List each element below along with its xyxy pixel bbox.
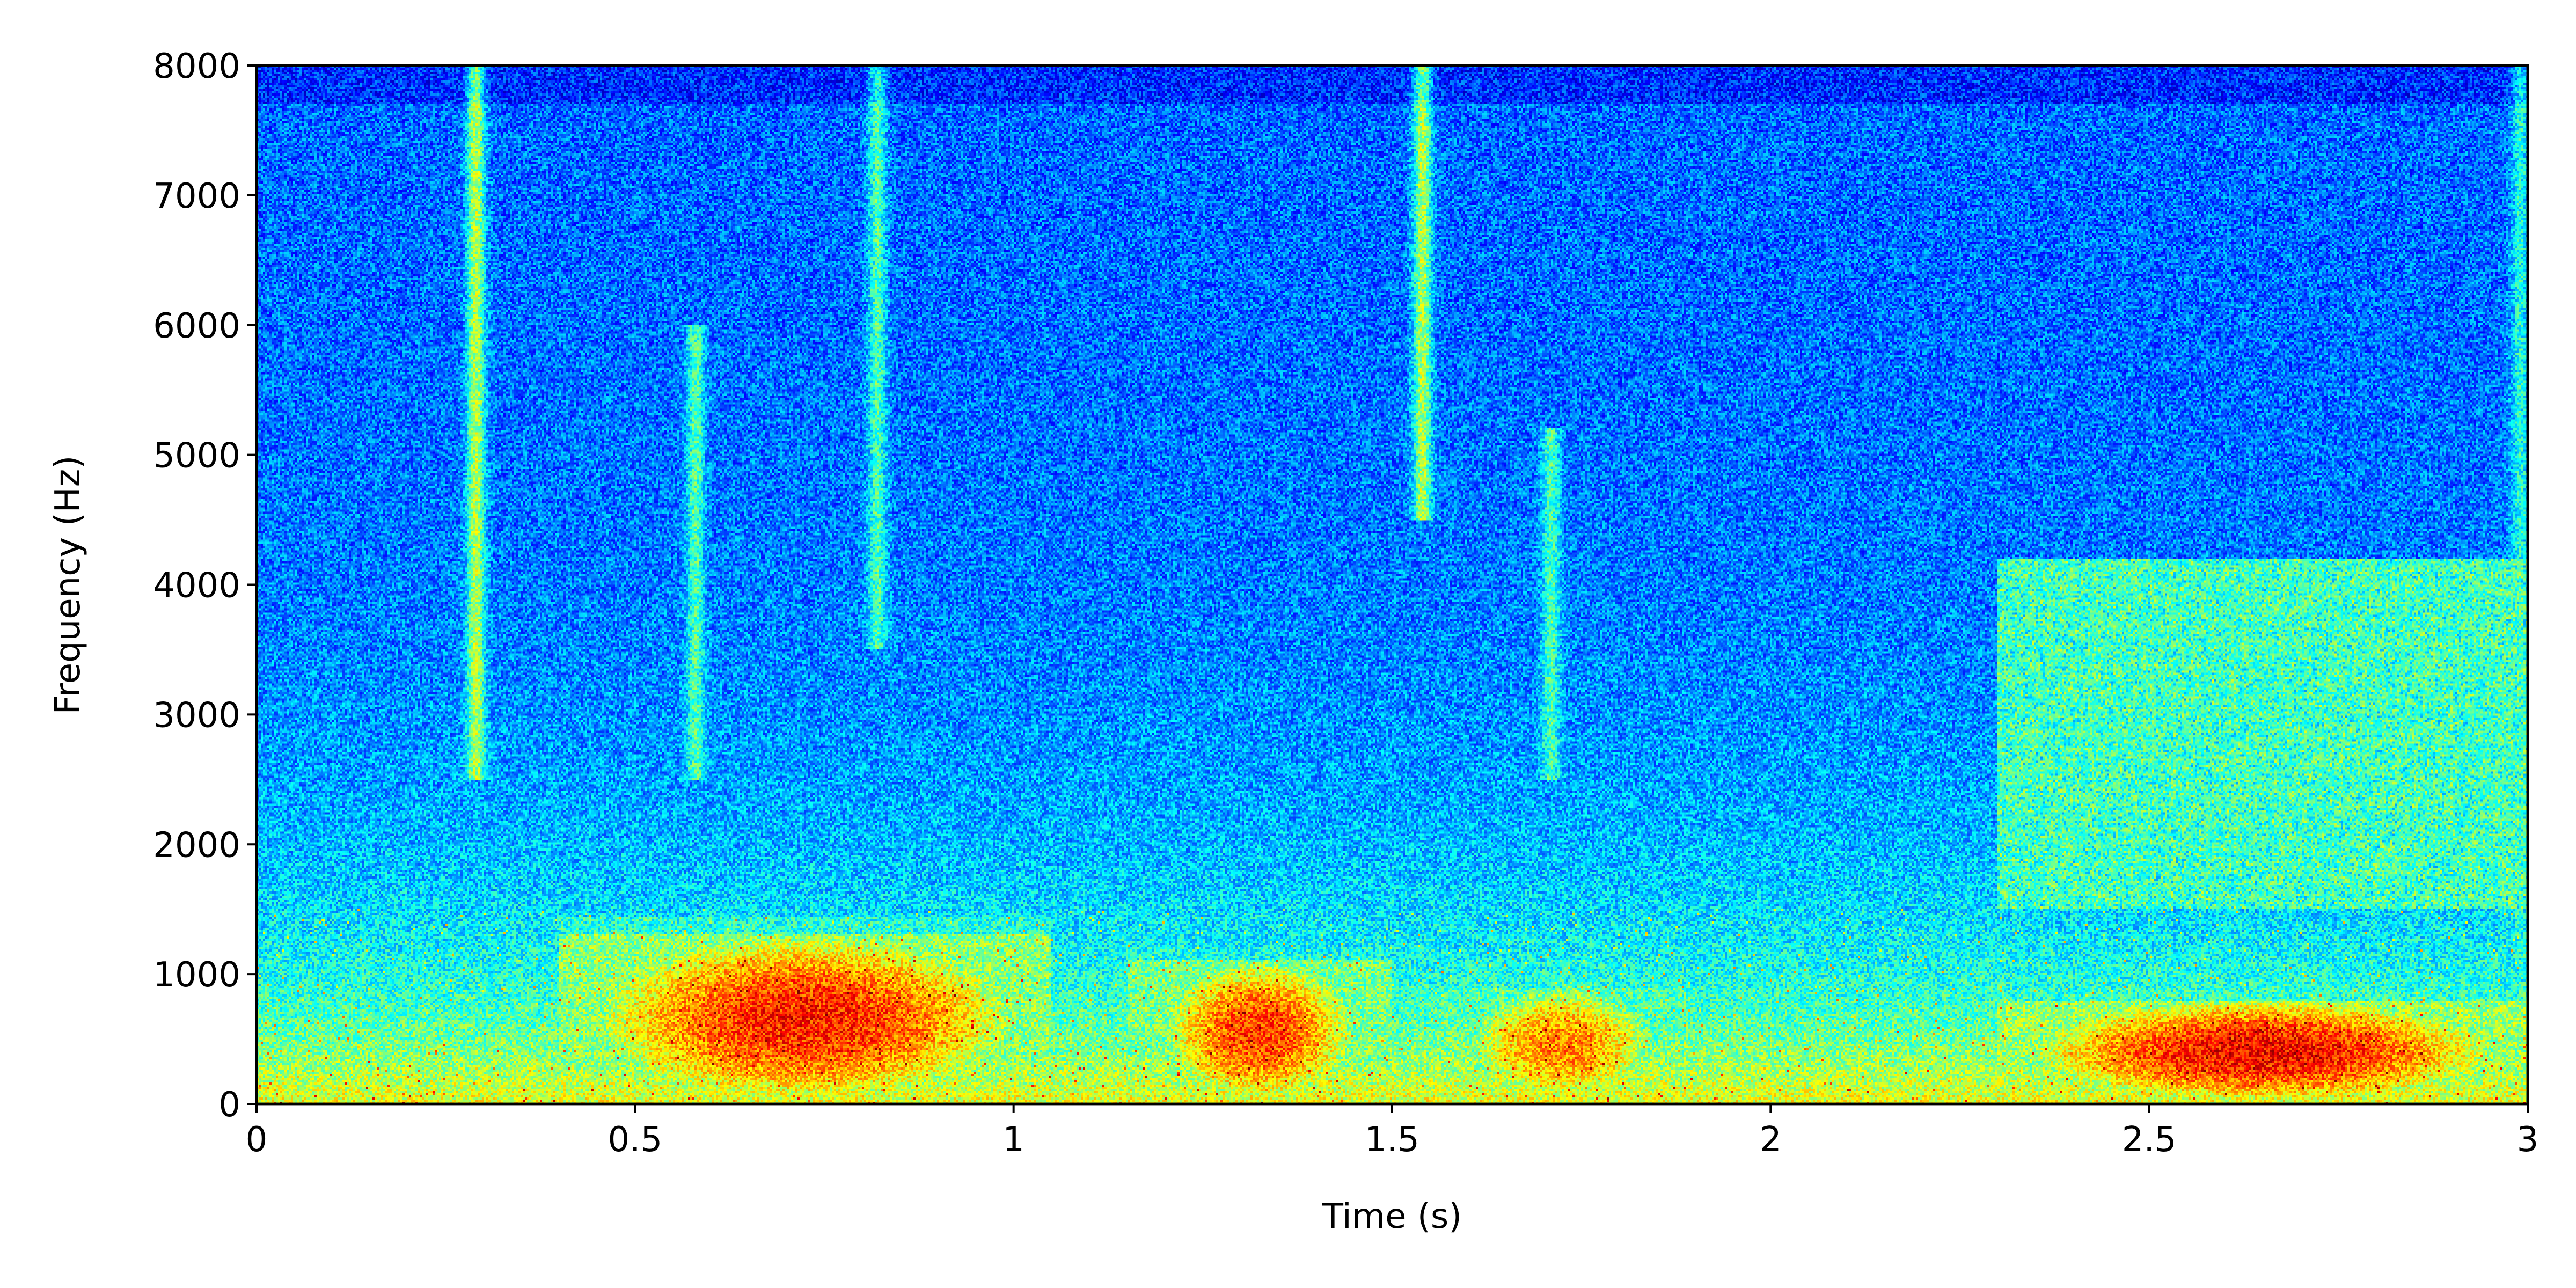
y-tick-label: 5000	[153, 436, 240, 476]
y-tick-label: 4000	[153, 566, 240, 606]
y-tick-label: 7000	[153, 177, 240, 216]
y-tick-label: 8000	[153, 47, 240, 86]
spectrogram-heatmap	[257, 65, 2528, 1104]
x-tick-label: 1	[1002, 1120, 1024, 1160]
y-tick-label: 3000	[153, 696, 240, 735]
x-tick-label: 2.5	[2122, 1120, 2177, 1160]
plot-area	[255, 64, 2529, 1106]
y-tick-label: 0	[218, 1085, 240, 1125]
x-axis: 0 0.5 1 1.5 2 2.5 3	[246, 1104, 2539, 1160]
y-tick-label: 1000	[153, 955, 240, 995]
y-axis: 0 1000 2000 3000 4000 5000 6000 7000 8000	[153, 47, 257, 1125]
y-tick-label: 2000	[153, 825, 240, 865]
x-tick-label: 0.5	[608, 1120, 662, 1160]
x-axis-label: Time (s)	[1322, 1197, 1462, 1236]
x-tick-label: 0	[246, 1120, 268, 1160]
x-tick-label: 1.5	[1365, 1120, 1419, 1160]
x-tick-label: 3	[2517, 1120, 2539, 1160]
x-tick-label: 2	[1760, 1120, 1782, 1160]
y-axis-label: Frequency (Hz)	[48, 456, 88, 715]
y-tick-label: 6000	[153, 306, 240, 346]
